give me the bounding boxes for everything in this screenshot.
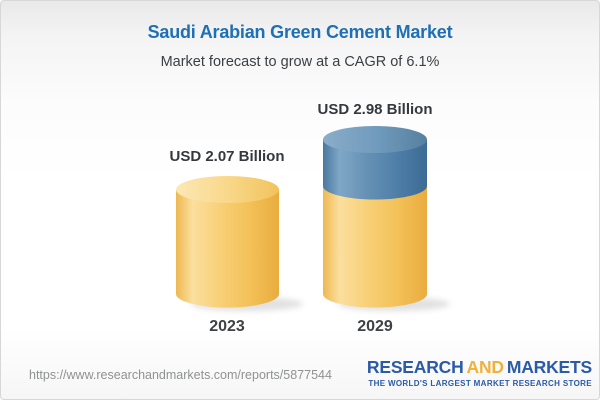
- cylinder-2023: [176, 176, 279, 308]
- logo-word-markets: MARKETS: [506, 357, 592, 377]
- value-label-2023: USD 2.07 Billion: [169, 148, 285, 165]
- brand-logo-tagline: THE WORLD'S LARGEST MARKET RESEARCH STOR…: [368, 378, 592, 388]
- brand-logo-wordmark: RESEARCH AND MARKETS: [366, 357, 592, 377]
- chart-title: Saudi Arabian Green Cement Market: [147, 22, 453, 42]
- value-label-2029: USD 2.98 Billion: [317, 101, 433, 118]
- category-label-2029: 2029: [357, 318, 393, 335]
- logo-word-research: RESEARCH: [366, 357, 464, 377]
- chart-subtitle: Market forecast to grow at a CAGR of 6.1…: [160, 54, 440, 70]
- category-label-2023: 2023: [209, 318, 245, 335]
- cylinder-2029-base: [323, 186, 427, 308]
- brand-logo: RESEARCH AND MARKETS THE WORLD'S LARGEST M…: [366, 357, 592, 388]
- source-url: https://www.researchandmarkets.com/repor…: [29, 368, 332, 382]
- logo-word-and: AND: [466, 357, 505, 377]
- cylinder-2029-growth: [323, 126, 427, 200]
